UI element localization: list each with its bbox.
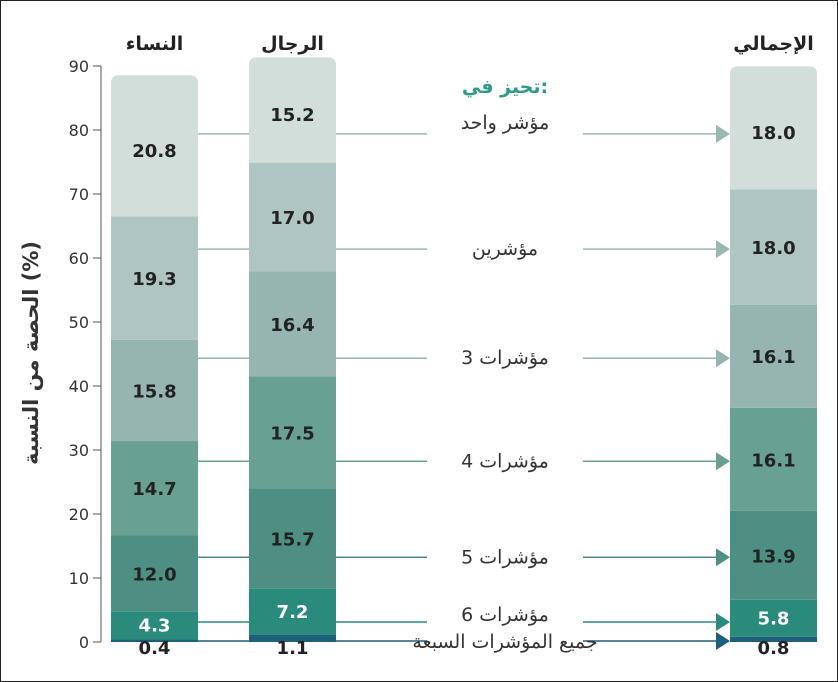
legend-title: تحيز في: <box>462 76 548 98</box>
connector-arrow <box>716 124 730 143</box>
data-label: 16.1 <box>751 450 795 471</box>
data-label: 19.3 <box>132 269 176 290</box>
bar-segment <box>730 407 817 511</box>
data-label: 16.4 <box>270 315 314 336</box>
bar-segment <box>111 441 198 536</box>
y-tick-label: 30 <box>69 441 89 460</box>
y-tick-label: 40 <box>69 377 89 396</box>
data-label: 0.4 <box>139 638 171 659</box>
bar-segment <box>111 216 198 340</box>
data-label: 20.8 <box>132 141 176 162</box>
series-label: مؤشر واحد <box>461 112 550 134</box>
data-label: 0.8 <box>758 638 790 659</box>
bar-segment <box>249 634 336 642</box>
bar-segment <box>730 599 817 637</box>
series-label: مؤشرين <box>472 238 538 260</box>
data-label: 16.1 <box>751 347 795 368</box>
y-tick-label: 20 <box>69 505 89 524</box>
y-tick-label: 60 <box>69 249 89 268</box>
connector-arrow <box>716 548 730 567</box>
data-label: 12.0 <box>132 565 176 586</box>
category-label: الإجمالي <box>733 33 814 55</box>
bar-segment <box>730 636 817 642</box>
bar-segment <box>249 376 336 489</box>
bar-segment <box>111 83 198 217</box>
category-label: الرجال <box>261 33 324 55</box>
series-label: 4 مؤشرات <box>461 450 549 472</box>
series-label: 3 مؤشرات <box>461 347 549 369</box>
bar-top-cap <box>249 57 336 74</box>
bar-top-cap <box>111 75 198 92</box>
bar-segment <box>111 639 198 642</box>
data-label: 15.2 <box>270 105 314 126</box>
data-label: 5.8 <box>758 608 790 629</box>
connector-arrow <box>716 632 730 650</box>
y-tick-label: 70 <box>69 185 89 204</box>
data-label: 15.7 <box>270 530 314 551</box>
data-label: 7.2 <box>277 602 309 623</box>
bar-top-cap <box>730 66 817 83</box>
connector-arrow <box>716 349 730 368</box>
series-label: جميع المؤشرات السبعة <box>412 631 597 653</box>
data-label: 18.0 <box>751 238 795 259</box>
bar-segment <box>249 488 336 589</box>
y-tick-label: 0 <box>79 633 89 652</box>
bar-segment <box>249 588 336 635</box>
y-tick-label: 10 <box>69 569 89 588</box>
bar-segment <box>730 74 817 190</box>
data-label: 1.1 <box>277 638 309 659</box>
bar-segment <box>730 189 817 305</box>
data-label: 14.7 <box>132 479 176 500</box>
y-axis-label: الحصة من النسبة (%) <box>19 241 43 465</box>
data-label: 4.3 <box>139 616 171 637</box>
y-tick-label: 90 <box>69 57 89 76</box>
bar-segment <box>730 510 817 600</box>
connector-arrow <box>716 452 730 471</box>
bar-segment <box>111 611 198 640</box>
connector-arrow <box>716 613 730 631</box>
bar-segment <box>249 271 336 377</box>
y-tick-label: 50 <box>69 313 89 332</box>
bar-segment <box>111 339 198 442</box>
bar-segment <box>249 65 336 163</box>
bar-segment <box>730 304 817 408</box>
y-tick-label: 80 <box>69 121 89 140</box>
data-label: 17.5 <box>270 423 314 444</box>
data-label: 18.0 <box>751 123 795 144</box>
data-label: 13.9 <box>751 546 795 567</box>
series-label: 5 مؤشرات <box>461 546 549 568</box>
data-label: 15.8 <box>132 381 176 402</box>
connector-arrow <box>716 240 730 259</box>
category-label: النساء <box>126 33 184 55</box>
bar-segment <box>249 162 336 272</box>
bar-segment <box>111 535 198 612</box>
data-label: 17.0 <box>270 208 314 229</box>
series-label: 6 مؤشرات <box>461 604 549 626</box>
